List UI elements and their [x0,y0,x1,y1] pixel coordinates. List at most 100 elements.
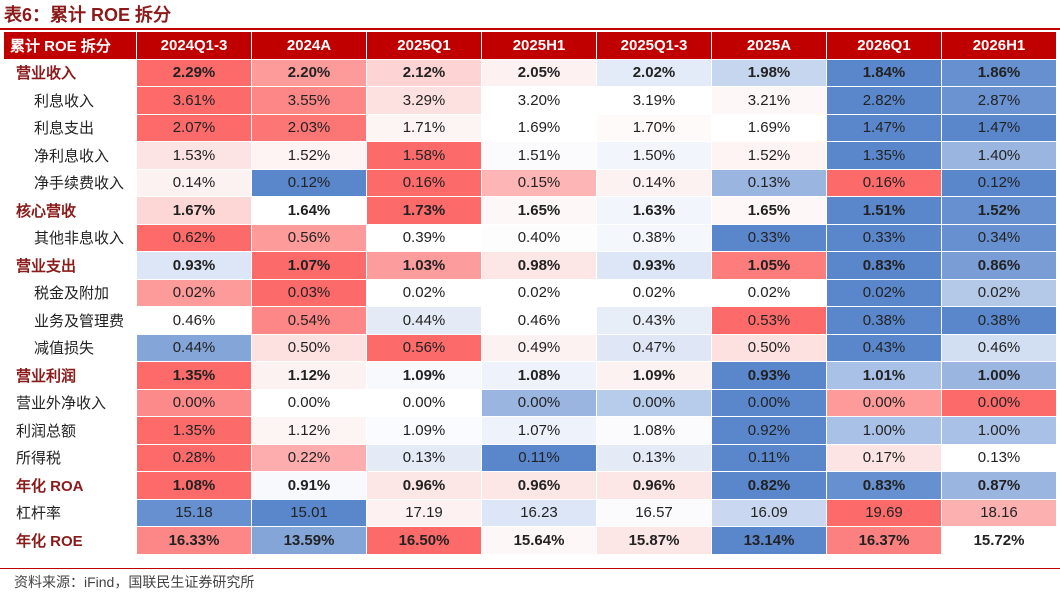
value-cell: 2.82% [827,87,941,114]
value-cell: 0.87% [942,472,1056,499]
value-cell: 0.11% [482,444,596,471]
table-row: 营业外净收入 0.00% 0.00% 0.00% 0.00% 0.00% 0.00% 0.00… [4,389,1056,416]
value-cell: 0.02% [597,279,711,306]
value-cell: 2.29% [137,59,251,86]
value-cell: 0.46% [942,334,1056,361]
table-row: 税金及附加 0.02% 0.03% 0.02% 0.02% 0.02% 0.02% 0.02%… [4,279,1056,306]
value-cell: 0.15% [482,169,596,196]
value-cell: 17.19 [367,499,481,526]
value-cell: 1.71% [367,114,481,141]
value-cell: 0.54% [252,307,366,334]
value-cell: 0.50% [712,334,826,361]
value-cell: 15.64% [482,527,596,554]
value-cell: 0.33% [827,224,941,251]
table-row: 年化 ROE 16.33% 13.59% 16.50% 15.64% 15.87% 13.1… [4,527,1056,554]
value-cell: 2.20% [252,59,366,86]
header-cell-2025q1-3: 2025Q1-3 [597,32,711,59]
header-cell-2026q1: 2026Q1 [827,32,941,59]
value-cell: 0.40% [482,224,596,251]
table-row: 利润总额 1.35% 1.12% 1.09% 1.07% 1.08% 0.92% 1.00% 1… [4,417,1056,444]
value-cell: 0.00% [827,389,941,416]
value-cell: 0.93% [597,252,711,279]
value-cell: 16.50% [367,527,481,554]
table-row: 业务及管理费 0.46% 0.54% 0.44% 0.46% 0.43% 0.53% 0.38… [4,307,1056,334]
value-cell: 19.69 [827,499,941,526]
value-cell: 1.63% [597,197,711,224]
value-cell: 0.13% [712,169,826,196]
header-cell-2025h1: 2025H1 [482,32,596,59]
row-label: 营业外净收入 [4,389,136,416]
table-row: 净利息收入 1.53% 1.52% 1.58% 1.51% 1.50% 1.52% 1.35%… [4,142,1056,169]
value-cell: 0.13% [942,444,1056,471]
table-row: 其他非息收入 0.62% 0.56% 0.39% 0.40% 0.38% 0.33% 0.33… [4,224,1056,251]
table-row: 核心营收 1.67% 1.64% 1.73% 1.65% 1.63% 1.65% 1.51% 1… [4,197,1056,224]
value-cell: 1.08% [137,472,251,499]
table-row: 营业利润 1.35% 1.12% 1.09% 1.08% 1.09% 0.93% 1.01% 1… [4,362,1056,389]
value-cell: 1.70% [597,114,711,141]
value-cell: 0.02% [827,279,941,306]
value-cell: 15.18 [137,499,251,526]
row-label: 净手续费收入 [4,169,136,196]
value-cell: 1.12% [252,417,366,444]
value-cell: 3.21% [712,87,826,114]
value-cell: 1.51% [482,142,596,169]
value-cell: 2.07% [137,114,251,141]
value-cell: 0.00% [252,389,366,416]
value-cell: 16.23 [482,499,596,526]
table-row: 减值损失 0.44% 0.50% 0.56% 0.49% 0.47% 0.50% 0.43% 0… [4,334,1056,361]
value-cell: 0.44% [137,334,251,361]
value-cell: 1.86% [942,59,1056,86]
value-cell: 1.52% [252,142,366,169]
value-cell: 1.00% [942,417,1056,444]
table-row: 利息收入 3.61% 3.55% 3.29% 3.20% 3.19% 3.21% 2.82% 2… [4,87,1056,114]
value-cell: 0.93% [712,362,826,389]
row-label: 营业收入 [4,59,136,86]
value-cell: 1.65% [482,197,596,224]
value-cell: 1.12% [252,362,366,389]
value-cell: 0.46% [482,307,596,334]
value-cell: 0.96% [597,472,711,499]
value-cell: 1.09% [597,362,711,389]
value-cell: 1.65% [712,197,826,224]
row-label: 利润总额 [4,417,136,444]
value-cell: 1.47% [827,114,941,141]
value-cell: 0.39% [367,224,481,251]
value-cell: 0.13% [597,444,711,471]
value-cell: 0.98% [482,252,596,279]
value-cell: 0.00% [482,389,596,416]
value-cell: 0.91% [252,472,366,499]
value-cell: 3.29% [367,87,481,114]
value-cell: 0.83% [827,252,941,279]
value-cell: 0.53% [712,307,826,334]
value-cell: 0.03% [252,279,366,306]
table-row: 净手续费收入 0.14% 0.12% 0.16% 0.15% 0.14% 0.13% 0.16… [4,169,1056,196]
value-cell: 0.02% [137,279,251,306]
value-cell: 1.98% [712,59,826,86]
value-cell: 0.43% [827,334,941,361]
table-row: 营业支出 0.93% 1.07% 1.03% 0.98% 0.93% 1.05% 0.83% 0… [4,252,1056,279]
value-cell: 1.35% [137,417,251,444]
value-cell: 0.96% [482,472,596,499]
row-label: 核心营收 [4,197,136,224]
header-cell-2024q1-3: 2024Q1-3 [137,32,251,59]
value-cell: 3.61% [137,87,251,114]
row-label: 税金及附加 [4,279,136,306]
value-cell: 1.40% [942,142,1056,169]
value-cell: 1.09% [367,362,481,389]
value-cell: 0.12% [942,169,1056,196]
value-cell: 0.11% [712,444,826,471]
value-cell: 18.16 [942,499,1056,526]
value-cell: 0.00% [137,389,251,416]
value-cell: 0.33% [712,224,826,251]
header-cell-2024a: 2024A [252,32,366,59]
value-cell: 2.05% [482,59,596,86]
value-cell: 1.52% [942,197,1056,224]
value-cell: 1.35% [827,142,941,169]
value-cell: 0.49% [482,334,596,361]
value-cell: 15.87% [597,527,711,554]
row-label: 净利息收入 [4,142,136,169]
value-cell: 1.01% [827,362,941,389]
value-cell: 16.09 [712,499,826,526]
value-cell: 0.14% [597,169,711,196]
table-body: 营业收入 2.29% 2.20% 2.12% 2.05% 2.02% 1.98% 1.84% 1… [4,59,1056,554]
